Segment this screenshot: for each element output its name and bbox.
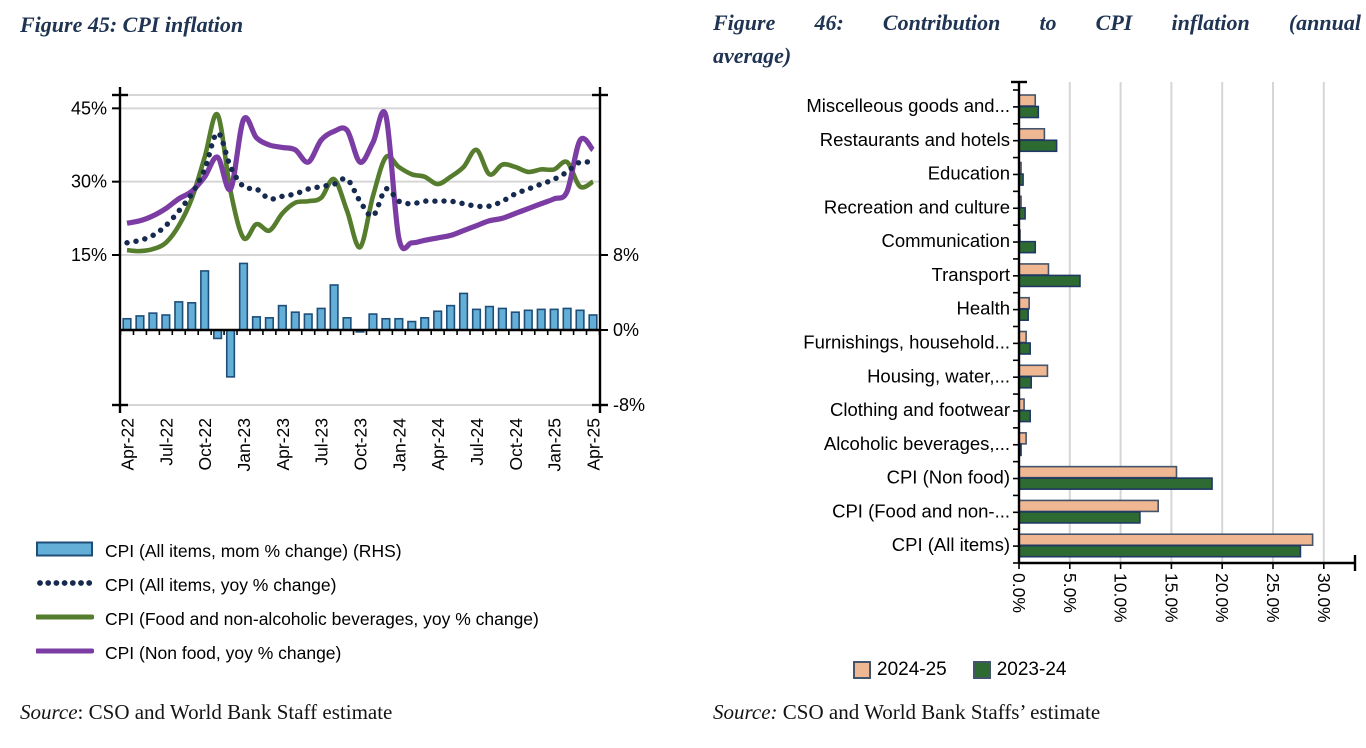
cpi-inflation-combo-chart: 45% 30% 15% 8% 0% -8% Apr-22 Jul-22 Oct-22 Jan-23… — [71, 87, 645, 472]
source-text: : CSO and World Bank Staff estimate — [77, 700, 393, 724]
bar-2023-24 — [1018, 342, 1031, 355]
bar-2024-25 — [1018, 296, 1030, 310]
svg-text:0%: 0% — [613, 320, 639, 340]
bar-2024-25 — [1018, 499, 1159, 513]
bar-2023-24 — [1018, 544, 1302, 558]
color-square-icon — [972, 661, 991, 679]
svg-text:Communication: Communication — [881, 230, 1010, 251]
source-word: Source: — [713, 700, 778, 724]
figure45-source: Source: CSO and World Bank Staff estimat… — [20, 700, 392, 725]
bar-2024-25 — [1018, 94, 1037, 107]
svg-text:5.0%: 5.0% — [1060, 573, 1080, 613]
legend-item-2023-24: 2023-24 — [972, 659, 1067, 681]
svg-text:Apr-24: Apr-24 — [428, 418, 448, 471]
svg-text:Restaurants and hotels: Restaurants and hotels — [820, 129, 1010, 150]
svg-text:Jan-23: Jan-23 — [234, 418, 254, 472]
svg-text:Transport: Transport — [932, 264, 1010, 285]
svg-text:8%: 8% — [613, 245, 639, 265]
svg-text:30.0%: 30.0% — [1314, 573, 1334, 623]
svg-text:Jan-25: Jan-25 — [545, 418, 565, 472]
figure46-source: Source: CSO and World Bank Staffs’ estim… — [713, 700, 1100, 725]
svg-text:Apr-25: Apr-25 — [584, 418, 604, 471]
legend-item-2024-25: 2024-25 — [853, 659, 947, 681]
svg-text:20.0%: 20.0% — [1212, 573, 1232, 623]
legend-label: CPI (All items, yoy % change) — [105, 574, 337, 595]
bar-2024-25 — [1018, 127, 1046, 141]
svg-text:15%: 15% — [71, 245, 107, 265]
svg-text:15.0%: 15.0% — [1161, 573, 1181, 623]
bar-2023-24 — [1018, 308, 1029, 322]
food-yoy-line — [126, 112, 595, 254]
legend-label: CPI (All items, mom % change) (RHS) — [105, 540, 402, 561]
svg-text:Jul-24: Jul-24 — [467, 418, 487, 466]
color-square-icon — [853, 661, 871, 679]
svg-text:25.0%: 25.0% — [1263, 573, 1283, 623]
svg-text:30%: 30% — [71, 172, 107, 192]
bar-2024-25 — [1018, 263, 1050, 276]
source-text: CSO and World Bank Staffs’ estimate — [777, 700, 1101, 724]
bar-2023-24 — [1018, 409, 1031, 423]
legend-item-cpi-food-yoy: CPI (Food and non-alcoholic beverages, y… — [34, 602, 656, 636]
figure45-title-text: Figure 45: CPI inflation — [20, 12, 244, 37]
bar-2024-25 — [1018, 364, 1049, 378]
allitems-yoy-dotted-line — [124, 130, 596, 246]
line-swatch-icon — [34, 609, 95, 630]
svg-text:Miscelleous goods and...: Miscelleous goods and... — [806, 95, 1010, 116]
bar-2023-24 — [1018, 240, 1037, 254]
bar-2023-24 — [1018, 375, 1032, 389]
svg-text:10.0%: 10.0% — [1111, 573, 1131, 623]
svg-text:Education: Education — [928, 163, 1010, 184]
legend-label: CPI (Food and non-alcoholic beverages, y… — [105, 608, 539, 629]
figure45-legend: CPI (All items, mom % change) (RHS) CPI … — [34, 534, 656, 670]
bar-2023-24 — [1018, 274, 1081, 288]
svg-text:Jul-23: Jul-23 — [312, 418, 332, 466]
bar-2023-24 — [1018, 511, 1141, 524]
svg-text:CPI (Non food): CPI (Non food) — [887, 467, 1010, 488]
svg-text:0.0%: 0.0% — [1009, 573, 1029, 613]
figure46-title-line2: average) — [713, 43, 792, 68]
legend-label: CPI (Non food, yoy % change) — [105, 642, 342, 663]
svg-text:CPI (Food and non-...: CPI (Food and non-... — [832, 500, 1010, 521]
svg-text:Oct-24: Oct-24 — [506, 418, 526, 471]
source-word: Source — [20, 700, 78, 724]
svg-text:CPI (All items): CPI (All items) — [892, 534, 1010, 555]
figure46-legend: 2024-25 2023-24 — [853, 659, 1066, 681]
legend-item-cpi-mom: CPI (All items, mom % change) (RHS) — [36, 534, 656, 568]
bar-2023-24 — [1018, 139, 1058, 153]
bar-2023-24 — [1018, 477, 1213, 490]
legend-label: 2023-24 — [996, 659, 1067, 680]
svg-text:Oct-23: Oct-23 — [351, 418, 371, 471]
nonfood-yoy-line — [126, 109, 595, 252]
svg-text:Clothing and footwear: Clothing and footwear — [830, 399, 1010, 420]
bar-2024-25 — [1018, 465, 1178, 479]
bar-2023-24 — [1018, 105, 1040, 119]
figure45-title: Figure 45: CPI inflation — [20, 8, 640, 41]
svg-text:-8%: -8% — [613, 395, 645, 415]
svg-text:Health: Health — [957, 298, 1010, 319]
svg-text:45%: 45% — [71, 98, 107, 118]
bar-2024-25 — [1018, 533, 1314, 547]
svg-text:Housing, water,...: Housing, water,... — [867, 365, 1010, 386]
svg-text:Jan-24: Jan-24 — [389, 418, 409, 472]
line-swatch-icon — [34, 643, 95, 664]
mom-bars — [122, 262, 598, 378]
cpi-contribution-bar-chart: Miscelleous goods and... Restaurants and … — [803, 80, 1357, 623]
dotted-line-swatch-icon — [36, 575, 94, 596]
figure46-title: Figure 46: Contribution to CPI inflation… — [713, 6, 1361, 72]
legend-label: 2024-25 — [877, 659, 947, 680]
svg-text:Apr-22: Apr-22 — [118, 418, 138, 471]
bar-swatch-icon — [36, 541, 94, 562]
figure46-title-line1: Figure 46: Contribution to CPI inflation… — [713, 10, 1361, 35]
svg-text:Jul-22: Jul-22 — [156, 418, 176, 466]
svg-text:Recreation and culture: Recreation and culture — [824, 196, 1010, 217]
svg-text:Oct-22: Oct-22 — [195, 418, 215, 471]
svg-text:Furnishings, household...: Furnishings, household... — [803, 332, 1010, 353]
svg-text:Alcoholic beverages,...: Alcoholic beverages,... — [824, 433, 1010, 454]
svg-text:Apr-23: Apr-23 — [273, 418, 293, 471]
legend-item-cpi-nonfood-yoy: CPI (Non food, yoy % change) — [34, 636, 656, 670]
legend-item-cpi-all-yoy: CPI (All items, yoy % change) — [36, 568, 656, 602]
